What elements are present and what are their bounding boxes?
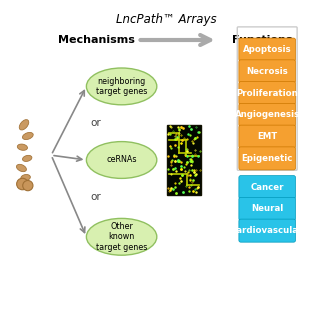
Ellipse shape [21,174,30,181]
Text: ......: ...... [258,169,276,179]
FancyBboxPatch shape [239,219,296,242]
Ellipse shape [86,218,157,255]
Circle shape [17,178,28,190]
Text: or: or [91,118,101,128]
Text: Neural: Neural [251,204,283,213]
Ellipse shape [86,141,157,179]
FancyBboxPatch shape [239,197,296,220]
FancyBboxPatch shape [239,60,296,83]
Text: ceRNAs: ceRNAs [106,156,137,164]
FancyBboxPatch shape [239,103,296,126]
Ellipse shape [22,155,32,162]
Ellipse shape [22,132,33,140]
Text: Cardiovascular: Cardiovascular [231,226,303,235]
Text: LncPath™ Arrays: LncPath™ Arrays [116,13,217,26]
Text: EMT: EMT [257,132,277,141]
Circle shape [23,180,33,191]
Ellipse shape [86,68,157,105]
FancyBboxPatch shape [167,125,201,195]
Text: Proliferation: Proliferation [236,89,298,98]
Text: neighboring
target genes: neighboring target genes [96,77,147,96]
FancyBboxPatch shape [239,82,296,105]
Text: Mechanisms: Mechanisms [58,35,134,45]
FancyBboxPatch shape [239,125,296,148]
Text: Necrosis: Necrosis [246,67,288,76]
Text: Epigenetic: Epigenetic [242,154,293,163]
Text: Angiogenesis: Angiogenesis [235,110,300,119]
Text: or: or [91,192,101,202]
Text: Cancer: Cancer [251,183,284,192]
Ellipse shape [17,144,28,150]
FancyBboxPatch shape [239,147,296,170]
Ellipse shape [16,164,27,172]
Ellipse shape [19,120,29,130]
Text: Apoptosis: Apoptosis [243,45,292,54]
Text: Other
known
target genes: Other known target genes [96,222,147,252]
Text: Functions: Functions [232,35,293,45]
FancyBboxPatch shape [239,176,296,199]
FancyBboxPatch shape [239,38,296,61]
